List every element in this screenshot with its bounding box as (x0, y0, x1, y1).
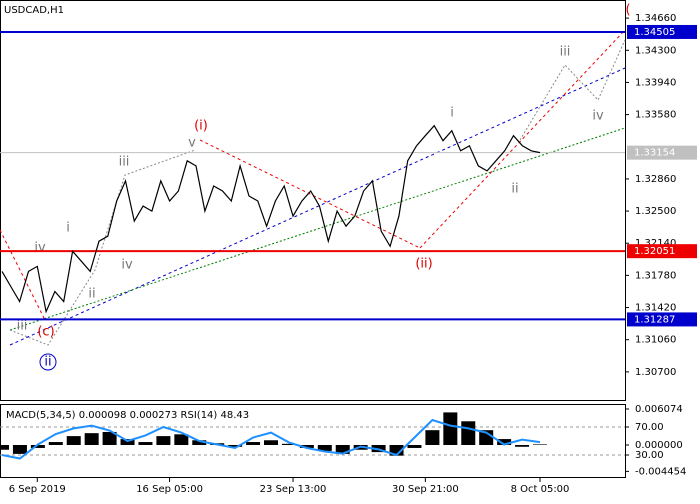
wave-projection (519, 39, 626, 141)
macd-bar (299, 445, 314, 448)
y-tick-label: 0.006074 (635, 404, 683, 415)
macd-bar (407, 445, 422, 448)
wave-label: iv (121, 258, 133, 273)
macd-bar (497, 439, 512, 445)
macd-bar (515, 445, 530, 447)
macd-bar (228, 445, 243, 447)
y-tick-label: 1.30700 (635, 367, 676, 378)
wave-label: iv (34, 241, 46, 256)
wave-line (419, 29, 626, 249)
trend-line (9, 67, 626, 346)
macd-bar (335, 445, 350, 454)
y-tick-label: 1.32860 (635, 174, 676, 185)
level-box (627, 145, 697, 160)
macd-bar (12, 445, 27, 454)
macd-bar (84, 433, 99, 445)
wave-label: iii (119, 155, 130, 170)
macd-bar (48, 442, 63, 445)
y-tick-label: 1.31420 (635, 303, 676, 314)
macd-bar (192, 440, 207, 445)
y-tick-label: 1.34300 (635, 45, 676, 56)
level-label: 1.34505 (634, 27, 675, 38)
wave-line (0, 229, 46, 321)
macd-bar (246, 442, 261, 445)
macd-bar (138, 442, 153, 445)
macd-bar (533, 444, 547, 445)
macd-bar (120, 439, 135, 445)
panel-frame (0, 404, 626, 478)
macd-bar (0, 445, 9, 450)
macd-bar (156, 436, 171, 445)
y-tick-label: 30.00 (635, 450, 664, 461)
wave-circle (39, 353, 57, 371)
wave-label: iii (17, 319, 28, 334)
y-tick-label: 0.000000 (635, 440, 683, 451)
wave-label: (c) (37, 325, 54, 340)
y-tick-label: 1.33940 (635, 77, 676, 88)
x-tick-label: 16 Sep 05:00 (136, 484, 203, 495)
macd-bar (443, 412, 458, 445)
x-tick-label: 23 Sep 13:00 (260, 484, 327, 495)
wave-line (199, 139, 421, 249)
rsi-line (1, 418, 541, 460)
level-label: 1.33154 (634, 148, 675, 159)
annotations: (i) v iii i iv ii iv iii (c) ii (ii) i i… (17, 3, 631, 371)
wave-line (9, 149, 196, 346)
x-tick-label: 30 Sep 21:00 (392, 484, 459, 495)
wave-label: ii (44, 355, 51, 370)
y-tick-label: 1.32500 (635, 206, 676, 217)
macd-bar (174, 434, 189, 445)
x-tick-label: 8 Oct 05:00 (511, 484, 570, 495)
y-tick-label: 1.31060 (635, 335, 676, 346)
wave-label: (ii) (415, 257, 432, 272)
level-label: 1.31287 (634, 314, 675, 325)
macd-bar (102, 431, 117, 445)
chart-title: USDCAD,H1 (4, 5, 64, 16)
level-label: 1.32051 (634, 246, 675, 257)
wave-label: (i) (194, 119, 208, 134)
level-box (627, 312, 697, 327)
y-tick-label: 1.32140 (635, 238, 676, 249)
macd-bar (461, 421, 476, 445)
macd-bar (264, 440, 278, 445)
macd-bar (389, 445, 404, 456)
wave-label: iii (560, 45, 571, 60)
y-tick-label: -0.004454 (635, 466, 686, 477)
wave-label: ii (88, 287, 95, 302)
y-tick-label: 1.31780 (635, 270, 676, 281)
macd-bar (317, 445, 332, 451)
wave-label: i (450, 106, 454, 121)
level-box (627, 244, 697, 259)
y-tick-label: 70.00 (635, 422, 664, 433)
wave-label: v (188, 136, 196, 151)
y-tick-label: 1.34660 (635, 13, 676, 24)
wave-label: i (66, 221, 70, 236)
indicator-title: MACD(5,34,5) 0.000098 0.000273 RSI(14) 4… (6, 410, 249, 421)
macd-bar (66, 436, 81, 445)
price-line (1, 124, 541, 314)
main-frame (0, 0, 626, 401)
macd-bar (281, 443, 296, 445)
wave-label: iv (592, 109, 604, 124)
wave-label: ii (511, 182, 518, 197)
macd-bar (425, 430, 440, 445)
macd-bar (30, 445, 45, 448)
x-tick-label: 6 Sep 2019 (9, 484, 66, 495)
level-box (627, 24, 697, 39)
wave-label: ( (625, 3, 630, 18)
y-tick-label: 1.33580 (635, 110, 676, 121)
